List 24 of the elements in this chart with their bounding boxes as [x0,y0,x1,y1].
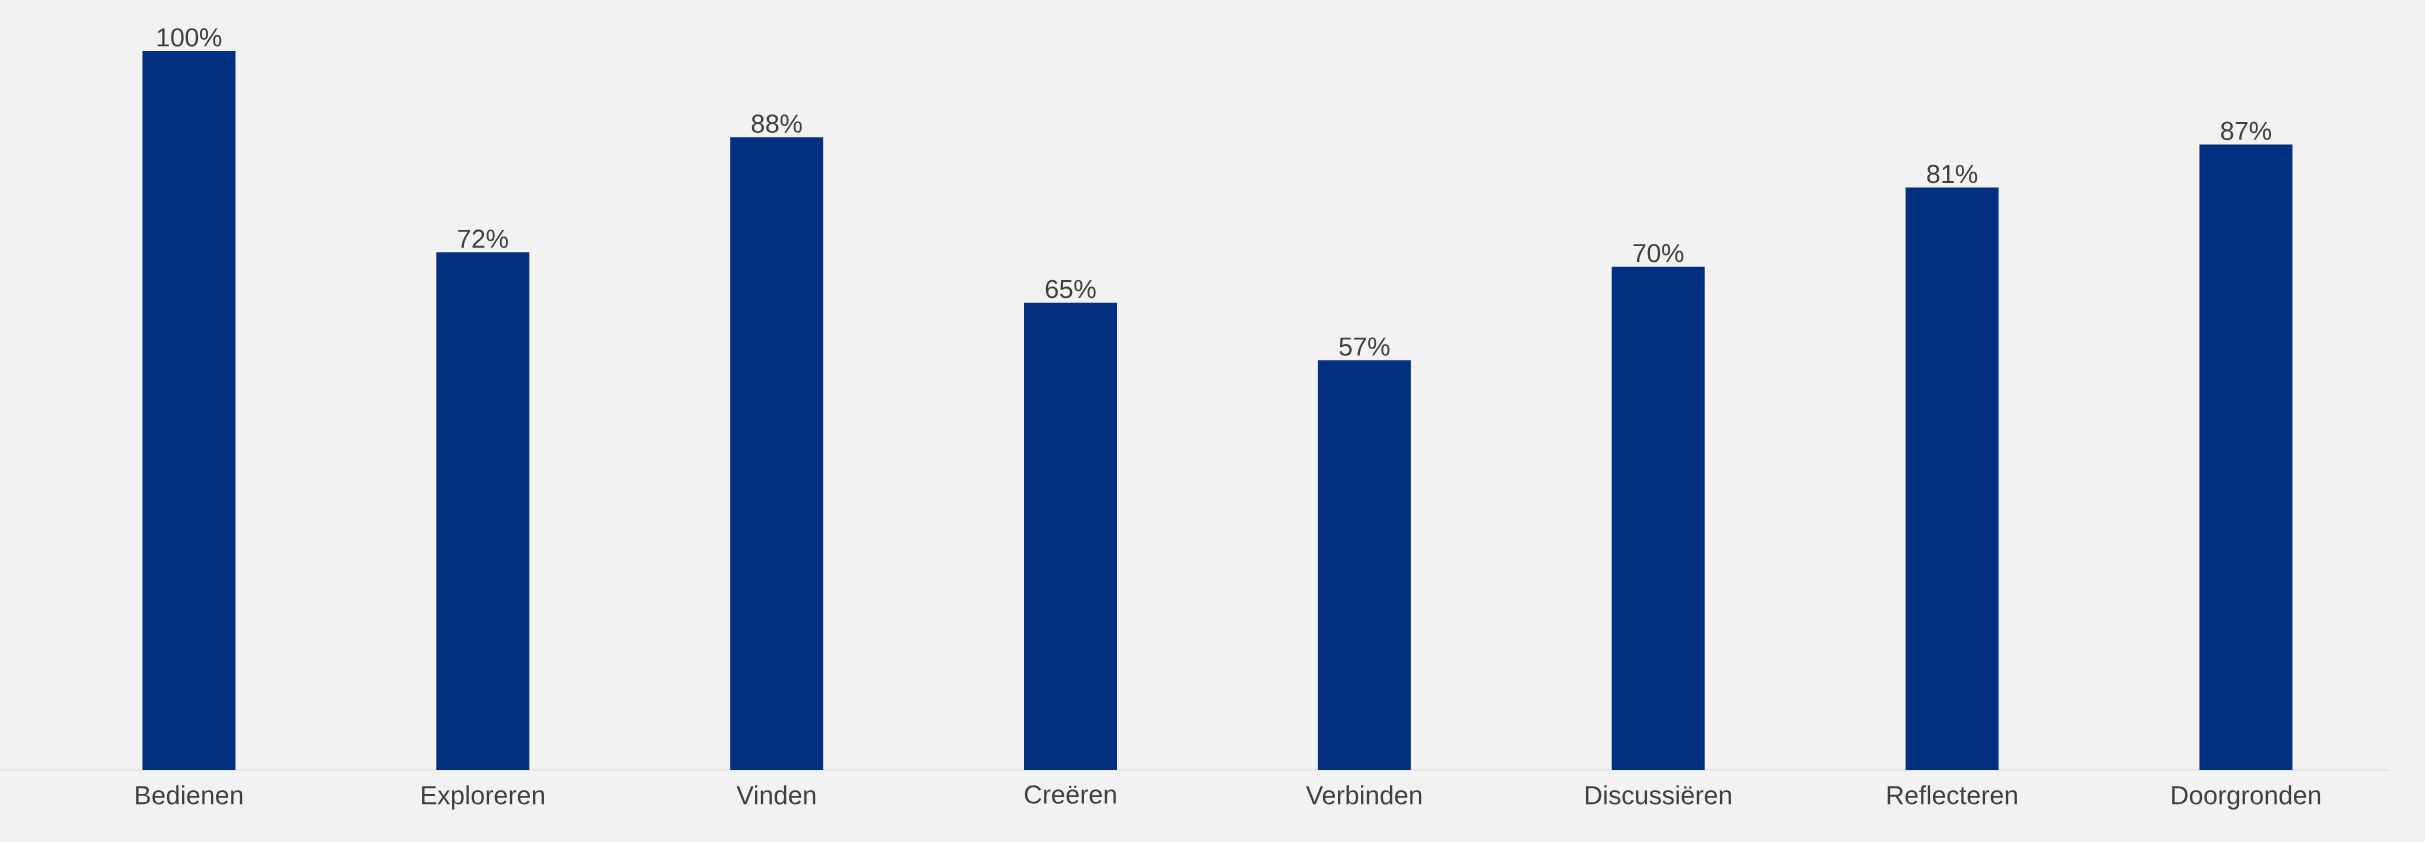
data-label: 100% [157,28,222,47]
bar [142,51,236,770]
bar [436,252,530,770]
bar [1024,302,1118,770]
data-label: 57% [1339,337,1390,356]
x-tick-label: Bedienen [136,785,243,805]
data-label: 70% [1633,243,1684,263]
bar [2199,144,2293,770]
data-label: 81% [1927,164,1978,184]
bar [1905,187,1999,770]
data-label: 88% [751,114,802,133]
bar [1317,360,1411,770]
x-tick-label: Exploreren [422,785,544,810]
bar [1611,266,1705,770]
x-tick-label: Discussiëren [1585,785,1731,805]
data-label: 65% [1045,279,1096,299]
x-tick-label: Verbinden [1305,785,1422,805]
x-tick-label: Reflecteren [1887,785,2017,805]
x-tick-label: Doorgronden [2172,785,2321,810]
data-label: 87% [2221,121,2272,141]
x-tick-label: Vinden [736,785,816,805]
x-tick-label: Creëren [1024,785,1116,804]
data-label: 72% [458,229,508,248]
bar [730,137,824,770]
